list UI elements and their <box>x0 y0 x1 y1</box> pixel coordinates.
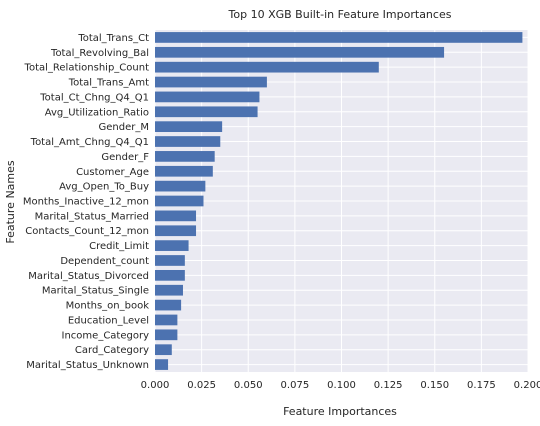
bar <box>155 299 182 311</box>
bar <box>155 225 197 237</box>
bar <box>155 76 267 88</box>
bar <box>155 255 185 266</box>
bar <box>155 269 185 281</box>
y-tick-label: Contacts_Count_12_mon <box>25 226 149 237</box>
bar <box>155 210 197 222</box>
bar <box>155 180 206 192</box>
bar <box>155 344 172 356</box>
y-tick-label: Customer_Age <box>76 167 149 178</box>
x-tick-label: 0.200 <box>514 380 540 391</box>
bar <box>155 91 260 103</box>
x-tick-label: 0.150 <box>420 380 449 391</box>
bar <box>155 106 258 118</box>
y-tick-label: Avg_Utilization_Ratio <box>45 107 149 118</box>
bar <box>155 32 523 43</box>
y-tick-label: Gender_F <box>101 152 149 163</box>
bar <box>155 121 223 133</box>
x-tick-label: 0.050 <box>234 380 263 391</box>
y-axis-label: Feature Names <box>4 160 17 244</box>
bar <box>155 240 189 251</box>
bar <box>155 284 183 296</box>
y-tick-label: Marital_Status_Married <box>35 211 149 222</box>
bar <box>155 165 213 177</box>
y-tick-label: Total_Trans_Ct <box>77 33 149 44</box>
y-tick-label: Dependent_count <box>60 256 149 267</box>
y-tick-label: Card_Category <box>75 345 149 356</box>
x-tick-label: 0.025 <box>187 380 216 391</box>
bar <box>155 195 204 207</box>
x-tick-label: 0.075 <box>281 380 310 391</box>
bar <box>155 61 379 73</box>
y-tick-label: Credit_Limit <box>89 241 149 252</box>
bar <box>155 46 445 58</box>
y-tick-label: Marital_Status_Divorced <box>28 271 149 282</box>
bar <box>155 329 178 341</box>
y-tick-label: Total_Trans_Amt <box>68 78 149 89</box>
x-tick-label: 0.125 <box>374 380 403 391</box>
x-tick-label: 0.000 <box>141 380 170 391</box>
y-tick-label: Income_Category <box>62 330 150 341</box>
y-tick-label: Marital_Status_Unknown <box>26 360 149 371</box>
x-axis-label: Feature Importances <box>283 405 397 418</box>
y-tick-label: Total_Amt_Chng_Q4_Q1 <box>30 137 149 148</box>
y-tick-label: Gender_M <box>99 122 149 133</box>
plot-area: 0.000 0.025 0.050 0.075 0.100 0.125 0.150 0.175… <box>23 30 540 391</box>
y-tick-label: Marital_Status_Single <box>42 286 149 297</box>
bar <box>155 314 178 326</box>
y-tick-label: Total_Relationship_Count <box>24 63 150 74</box>
x-tick-label: 0.100 <box>327 380 356 391</box>
chart-title: Top 10 XGB Built-in Feature Importances <box>228 8 452 21</box>
y-tick-label: Months_Inactive_12_mon <box>23 197 149 208</box>
y-tick-label: Total_Revolving_Bal <box>50 48 149 59</box>
y-tick-label: Months_on_book <box>66 301 150 312</box>
y-tick-label: Total_Ct_Chng_Q4_Q1 <box>39 92 149 103</box>
bar <box>155 136 221 147</box>
bar <box>155 359 169 370</box>
x-tick-label: 0.175 <box>467 380 496 391</box>
y-tick-label: Education_Level <box>68 315 149 326</box>
bar <box>155 151 215 162</box>
y-tick-label: Avg_Open_To_Buy <box>59 182 149 193</box>
